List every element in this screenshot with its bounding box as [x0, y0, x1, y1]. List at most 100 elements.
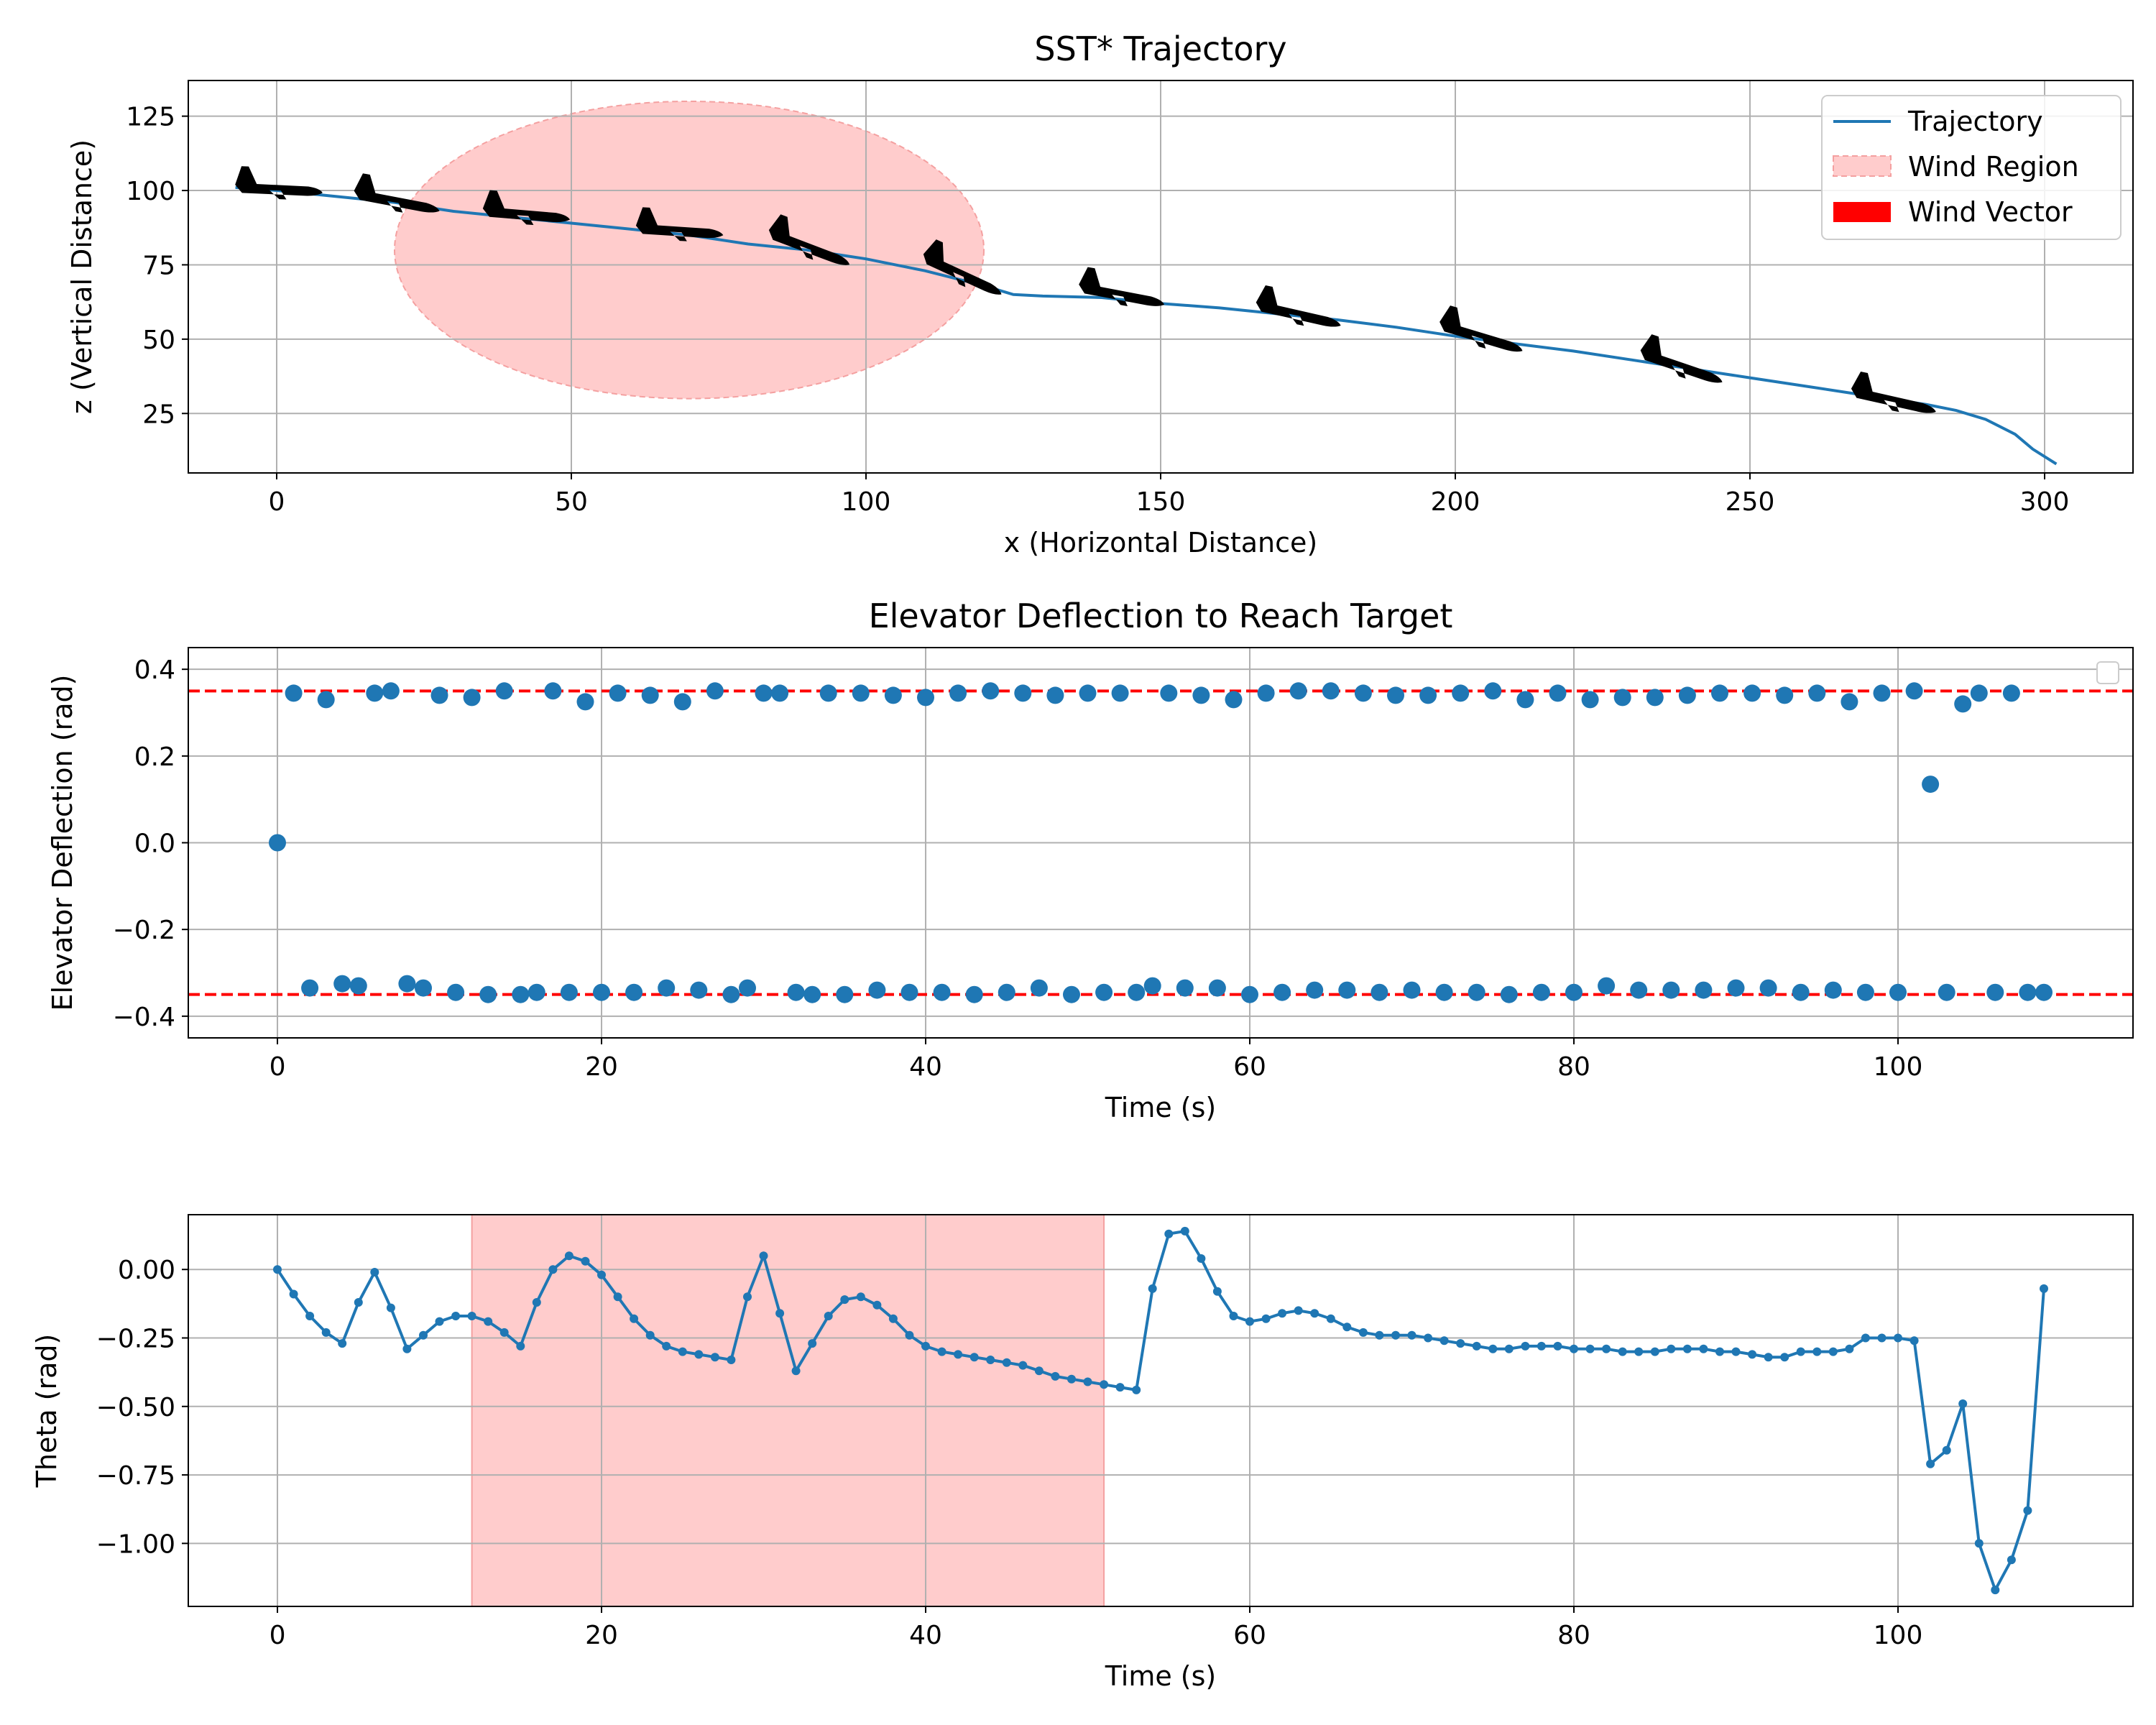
x-tick-label: 200 — [1431, 487, 1480, 517]
scatter-point — [1598, 977, 1616, 995]
scatter-point — [1613, 689, 1631, 707]
scatter-point — [1435, 983, 1453, 1001]
legend-wind-region-label: Wind Region — [1908, 151, 2079, 183]
x-tick-label: 0 — [270, 1052, 286, 1082]
theta-point — [1424, 1333, 1433, 1343]
chart-title: SST* Trajectory — [1034, 29, 1286, 68]
legend: Trajectory Wind Region Wind Vector — [1821, 95, 2122, 240]
theta-point — [419, 1330, 428, 1340]
wind-region-ellipse — [394, 100, 985, 400]
theta-point — [451, 1312, 461, 1320]
theta-point — [969, 1353, 979, 1362]
y-tick-label: −1.00 — [96, 1530, 175, 1559]
scatter-point — [1306, 981, 1324, 999]
x-tick-label: 100 — [842, 487, 891, 517]
theta-point — [435, 1317, 444, 1326]
theta-point — [824, 1312, 833, 1320]
scatter-point — [1354, 684, 1372, 702]
theta-point — [1164, 1229, 1174, 1238]
scatter-point — [1792, 983, 1810, 1001]
theta-point — [1229, 1312, 1238, 1320]
axes-frame — [188, 80, 2134, 474]
scatter-point — [1727, 979, 1745, 997]
theta-point — [743, 1292, 752, 1302]
theta-point — [1067, 1374, 1076, 1384]
theta-point — [840, 1295, 849, 1305]
scatter-point — [884, 686, 902, 704]
y-axis-label: z (Vertical Distance) — [66, 139, 98, 414]
frame-layer: 0 50 100 150 200 250 300 25 50 75 100 125 SST* Traje… — [66, 29, 2134, 558]
scatter-point — [1241, 985, 1258, 1003]
scatter-point — [1759, 979, 1777, 997]
theta-point — [905, 1330, 914, 1340]
theta-point — [1488, 1344, 1498, 1353]
theta-point — [1132, 1385, 1141, 1394]
theta-point — [630, 1314, 639, 1323]
theta-point — [1034, 1366, 1044, 1376]
scatter-point — [706, 682, 724, 700]
theta-point — [1667, 1344, 1676, 1353]
theta-point — [662, 1341, 671, 1351]
y-tick-label: 100 — [126, 177, 175, 206]
frame-layer: 0 20 40 60 80 100 0.00 −0.25 −0.50 −0.75 −1.00 Time… — [31, 1214, 2134, 1692]
under-layer — [394, 100, 985, 400]
theta-point — [888, 1314, 898, 1323]
x-tick-label: 40 — [909, 1052, 942, 1082]
theta-point — [954, 1350, 963, 1359]
scatter-point — [1079, 684, 1097, 702]
x-tick-label: 80 — [1557, 1052, 1590, 1082]
aircraft-icon — [354, 173, 440, 213]
scatter-point — [1678, 686, 1696, 704]
theta-point — [1407, 1330, 1416, 1340]
y-tick-label: 75 — [142, 251, 175, 280]
data-layer — [188, 682, 2133, 1003]
scatter-point — [1370, 983, 1388, 1001]
aircraft-icon — [1256, 285, 1341, 327]
x-tick-label: 100 — [1874, 1621, 1923, 1650]
theta-point — [516, 1341, 525, 1351]
scatter-point — [965, 985, 983, 1003]
theta-point — [1699, 1344, 1708, 1353]
theta-point — [1521, 1341, 1530, 1351]
x-tick-label: 300 — [2020, 487, 2070, 517]
theta-point — [1812, 1347, 1822, 1356]
theta-point — [2040, 1284, 2048, 1293]
theta-point — [1537, 1341, 1546, 1351]
scatter-point — [366, 684, 384, 702]
x-tick-label: 100 — [1874, 1052, 1923, 1082]
theta-point — [1391, 1330, 1400, 1340]
scatter-point — [1111, 684, 1129, 702]
aircraft-icon — [923, 239, 1002, 295]
theta-point — [305, 1312, 315, 1320]
theta-point — [645, 1330, 655, 1340]
data-layer — [235, 166, 2058, 466]
scatter-point — [447, 983, 465, 1001]
theta-point — [710, 1353, 719, 1362]
scatter-point — [1581, 691, 1599, 709]
theta-point — [1326, 1314, 1335, 1323]
scatter-point — [349, 977, 367, 995]
x-tick-label: 20 — [585, 1621, 618, 1650]
scatter-point — [1954, 695, 1972, 713]
x-axis-label: Time (s) — [1105, 1660, 1217, 1692]
scatter-point — [1970, 684, 1988, 702]
theta-point — [402, 1344, 412, 1353]
theta-point — [1197, 1254, 1206, 1263]
y-axis-label: Theta (rad) — [31, 1334, 63, 1489]
scatter-point — [852, 684, 870, 702]
scatter-point — [1484, 682, 1502, 700]
theta-point — [1845, 1344, 1854, 1353]
theta-point — [678, 1347, 687, 1356]
aircraft-icon — [1079, 267, 1165, 307]
y-tick-label: 25 — [142, 400, 175, 429]
theta-point — [1261, 1314, 1271, 1323]
scatter-point — [1824, 981, 1842, 999]
theta-point — [1570, 1344, 1578, 1353]
x-tick-label: 60 — [1233, 1621, 1266, 1650]
theta-point — [1909, 1336, 1919, 1346]
theta-point — [791, 1366, 801, 1376]
theta-point — [1115, 1383, 1125, 1392]
scatter-point — [479, 985, 497, 1003]
aircraft-icon — [635, 207, 724, 242]
scatter-point — [1922, 776, 1940, 794]
